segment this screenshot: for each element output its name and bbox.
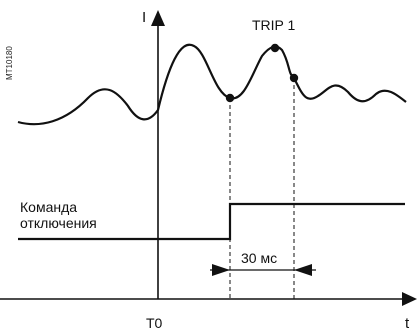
x-axis-arrow xyxy=(402,292,417,306)
y-axis-label: I xyxy=(142,9,146,26)
interval-arrow-left xyxy=(212,264,230,276)
point-trip-end xyxy=(289,73,299,83)
figure-code: MT10180 xyxy=(5,46,14,80)
command-label-line2: отключения xyxy=(20,215,97,231)
interval-label: 30 мс xyxy=(241,250,277,266)
command-label-line1: Команда xyxy=(20,199,77,215)
trip-command-signal xyxy=(18,202,405,241)
y-axis-arrow xyxy=(151,10,165,26)
trip-label: TRIP 1 xyxy=(252,17,296,33)
point-trip-peak xyxy=(270,43,280,53)
current-waveform xyxy=(17,43,407,126)
origin-label: T0 xyxy=(146,315,163,331)
interval-arrow-right xyxy=(294,264,312,276)
point-command-start xyxy=(225,93,235,103)
x-axis-label: t xyxy=(405,315,410,332)
